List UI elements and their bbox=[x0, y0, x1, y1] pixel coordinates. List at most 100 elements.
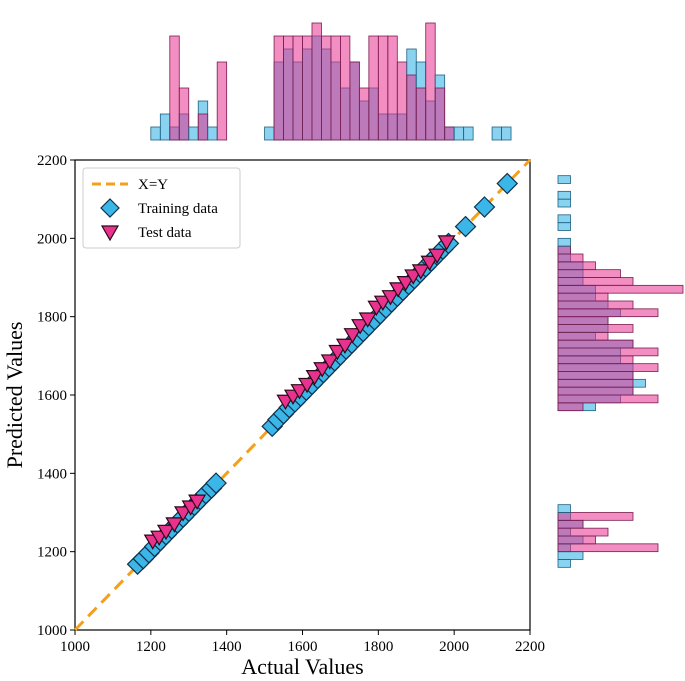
top-hist-test-bar bbox=[358, 87, 370, 141]
top-hist-test-bar bbox=[340, 35, 351, 141]
right-hist-test-bar bbox=[557, 324, 634, 333]
right-hist-training-bar bbox=[557, 237, 571, 247]
test-point bbox=[320, 354, 339, 370]
right-hist-test-bar bbox=[557, 527, 609, 537]
top-hist-test-bar bbox=[396, 61, 408, 141]
test-point bbox=[298, 377, 317, 394]
test-point bbox=[396, 276, 415, 292]
top-hist-training-bar bbox=[188, 126, 199, 141]
top-hist-test-bar bbox=[197, 113, 209, 141]
right-hist-test-bar bbox=[557, 535, 596, 545]
top-hist-training-bar bbox=[453, 126, 465, 141]
test-point bbox=[358, 312, 377, 328]
right-hist-training-bar bbox=[557, 222, 571, 231]
training-point bbox=[473, 196, 496, 218]
right-hist-training-bar bbox=[557, 551, 584, 560]
x-tick-label: 1800 bbox=[363, 639, 393, 655]
y-tick-label: 1400 bbox=[37, 466, 67, 482]
test-point bbox=[174, 506, 193, 522]
y-tick-label: 1200 bbox=[37, 545, 67, 561]
top-hist-test-bar bbox=[283, 35, 294, 141]
training-point bbox=[496, 172, 519, 195]
top-hist-test-bar bbox=[425, 22, 436, 141]
right-hist-test-bar bbox=[557, 363, 659, 372]
right-hist-training-bar bbox=[557, 175, 571, 184]
top-hist-test-bar bbox=[406, 74, 417, 141]
test-point bbox=[305, 370, 324, 386]
top-hist-test-bar bbox=[415, 87, 427, 141]
top-hist-test-bar bbox=[387, 35, 398, 141]
top-hist-test-bar bbox=[377, 35, 389, 141]
x-tick-label: 2000 bbox=[439, 639, 469, 655]
x-tick-label: 1400 bbox=[212, 639, 242, 655]
test-point bbox=[188, 494, 207, 510]
top-hist-test-bar bbox=[349, 61, 360, 141]
top-hist-training-bar bbox=[463, 126, 474, 141]
test-points bbox=[143, 235, 456, 550]
right-hist-training-bar bbox=[557, 504, 571, 513]
right-hist-test-bar bbox=[557, 355, 634, 365]
y-tick-label: 1000 bbox=[37, 623, 67, 639]
y-tick-label: 1600 bbox=[37, 388, 67, 404]
right-hist-test-bar bbox=[557, 402, 584, 412]
legend-test-swatch bbox=[100, 225, 120, 242]
test-point bbox=[328, 344, 347, 361]
top-hist-test-bar bbox=[330, 35, 341, 141]
top-hist-training-bar bbox=[159, 113, 171, 141]
test-point bbox=[343, 328, 362, 344]
right-hist-test-bar bbox=[557, 347, 659, 357]
right-hist-test-bar bbox=[557, 371, 634, 380]
right-hist-training-bar bbox=[557, 190, 571, 200]
right-hist-training-bar bbox=[557, 559, 571, 568]
x-axis-title: Actual Values bbox=[241, 654, 363, 679]
right-hist-test-bar bbox=[557, 543, 659, 553]
right-hist-test-bar bbox=[557, 269, 621, 278]
training-point bbox=[454, 215, 477, 238]
y-axis-ticks: 1000 1200 1400 1600 1800 2000 2200 bbox=[37, 153, 75, 639]
test-point bbox=[389, 282, 408, 298]
right-hist-test-bar bbox=[557, 331, 609, 341]
top-hist-training-bar bbox=[264, 126, 275, 141]
legend-training-swatch bbox=[100, 198, 120, 218]
y-axis-title: Predicted Values bbox=[2, 322, 27, 469]
test-point bbox=[428, 248, 447, 264]
x-tick-label: 1200 bbox=[136, 639, 166, 655]
test-point bbox=[420, 255, 439, 272]
right-hist-test-bar bbox=[557, 316, 609, 325]
top-hist-test-bar bbox=[302, 35, 313, 141]
right-hist-test-bar bbox=[557, 253, 584, 263]
top-hist-test-bar bbox=[434, 87, 446, 141]
test-point bbox=[411, 264, 430, 280]
right-hist-test-bar bbox=[557, 386, 634, 396]
right-hist-test-bar bbox=[557, 245, 571, 255]
y-tick-label: 2200 bbox=[37, 153, 67, 169]
test-point bbox=[335, 338, 355, 355]
right-hist-test-bar bbox=[557, 512, 634, 521]
test-point bbox=[351, 319, 370, 335]
x-axis-ticks: 1000 1200 1400 1600 1800 2000 2200 bbox=[60, 630, 545, 655]
legend-test-label: Test data bbox=[138, 225, 192, 241]
right-hist-test-bar bbox=[557, 308, 659, 318]
test-point bbox=[381, 290, 400, 306]
right-hist-test-bar bbox=[557, 284, 684, 294]
right-hist-training-bar bbox=[557, 198, 571, 208]
top-hist-test-bar bbox=[178, 87, 190, 141]
top-hist-test-bar bbox=[368, 35, 379, 141]
y-tick-label: 2000 bbox=[37, 231, 67, 247]
top-hist-test-bar bbox=[321, 35, 332, 141]
top-hist-training-bar bbox=[491, 126, 502, 141]
test-point bbox=[313, 362, 332, 378]
top-hist-test-bar bbox=[311, 22, 322, 141]
top-hist-training-bar bbox=[150, 126, 161, 141]
top-hist-test-bar bbox=[216, 61, 228, 141]
test-point bbox=[165, 517, 184, 533]
test-point bbox=[290, 384, 309, 400]
legend-xy-label: X=Y bbox=[138, 177, 168, 193]
top-hist-test-bar bbox=[444, 126, 455, 141]
test-point bbox=[437, 235, 456, 251]
x-tick-label: 1600 bbox=[288, 639, 318, 655]
right-hist-training-bar bbox=[557, 214, 571, 224]
test-point bbox=[373, 295, 392, 311]
right-hist-test-bar bbox=[557, 519, 584, 529]
